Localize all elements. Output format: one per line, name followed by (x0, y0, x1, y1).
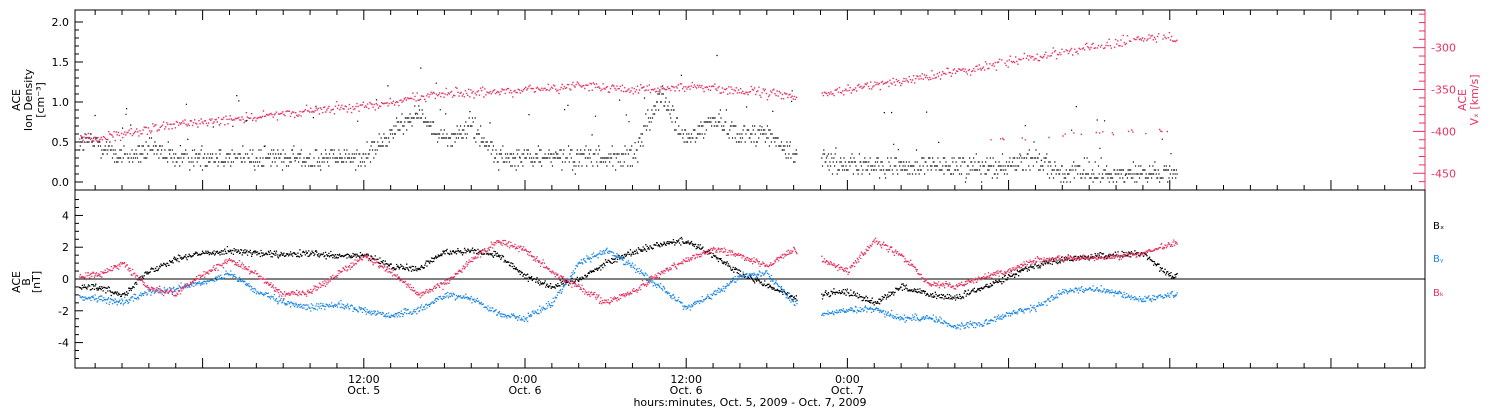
velocity-points (79, 32, 1178, 143)
legend-bz: Bₖ (1433, 288, 1444, 299)
x-tick-label-time: 12:00 (348, 373, 380, 386)
top-panel-frame (74, 9, 1426, 191)
density-ytick-label: 1.0 (52, 96, 70, 109)
density-axis-title-line: ACE (10, 89, 23, 111)
legend-by: Bᵧ (1433, 254, 1444, 265)
b-axis-title-line: B (20, 278, 33, 286)
velocity-axis-title-line: Vₓ [km/s] (1468, 74, 1481, 125)
b-ytick-label: -4 (58, 337, 69, 350)
b-series-by-points (79, 247, 1178, 330)
b-ytick-label: 4 (62, 209, 69, 222)
x-tick-label-date: Oct. 6 (670, 384, 703, 397)
x-tick-label-time: 0:00 (835, 373, 860, 386)
density-points (79, 54, 1178, 183)
velocity-ytick-label: -450 (1431, 167, 1456, 180)
b-series-bx-points (79, 236, 1178, 306)
velocity-axis-title-line: ACE (1456, 89, 1469, 111)
legend-bx: Bₓ (1433, 221, 1444, 232)
b-axis-title: ACEB[nT] (10, 271, 43, 293)
density-axis-title-line: [cm⁻³] (34, 82, 47, 118)
velocity-ytick-label: -400 (1431, 125, 1456, 138)
velocity-ytick-label: -350 (1431, 84, 1456, 97)
velocity-axis-title: ACEVₓ [km/s] (1456, 74, 1481, 125)
density-ytick-label: 0.5 (52, 136, 70, 149)
x-tick-label-date: Oct. 6 (508, 384, 541, 397)
x-tick-label-date: Oct. 5 (347, 384, 380, 397)
b-ytick-label: 2 (62, 241, 69, 254)
density-ytick-label: 0.0 (52, 176, 70, 189)
density-ytick-label: 2.0 (52, 16, 70, 29)
x-tick-label-time: 0:00 (513, 373, 538, 386)
velocity-ytick-label: -300 (1431, 42, 1456, 55)
b-axis-title-line: [nT] (30, 271, 43, 293)
magnetic-field-panel: -4 -2 0 2 4 ACEB[nT] Bₓ Bᵧ Bₖ (10, 189, 1444, 369)
density-ytick-label: 1.5 (52, 56, 70, 69)
x-tick-label-time: 12:00 (670, 373, 702, 386)
x-tick-label-date: Oct. 7 (831, 384, 864, 397)
b-axis-title-line: ACE (10, 271, 23, 293)
density-axis-title: ACEIon Density[cm⁻³] (10, 68, 47, 131)
b-ytick-label: 0 (62, 273, 69, 286)
x-axis-title: hours:minutes, Oct. 5, 2009 - Oct. 7, 20… (633, 396, 866, 409)
density-axis-title-line: Ion Density (22, 68, 35, 131)
b-series-bz-points (79, 237, 1178, 305)
b-ytick-label: -2 (58, 305, 69, 318)
